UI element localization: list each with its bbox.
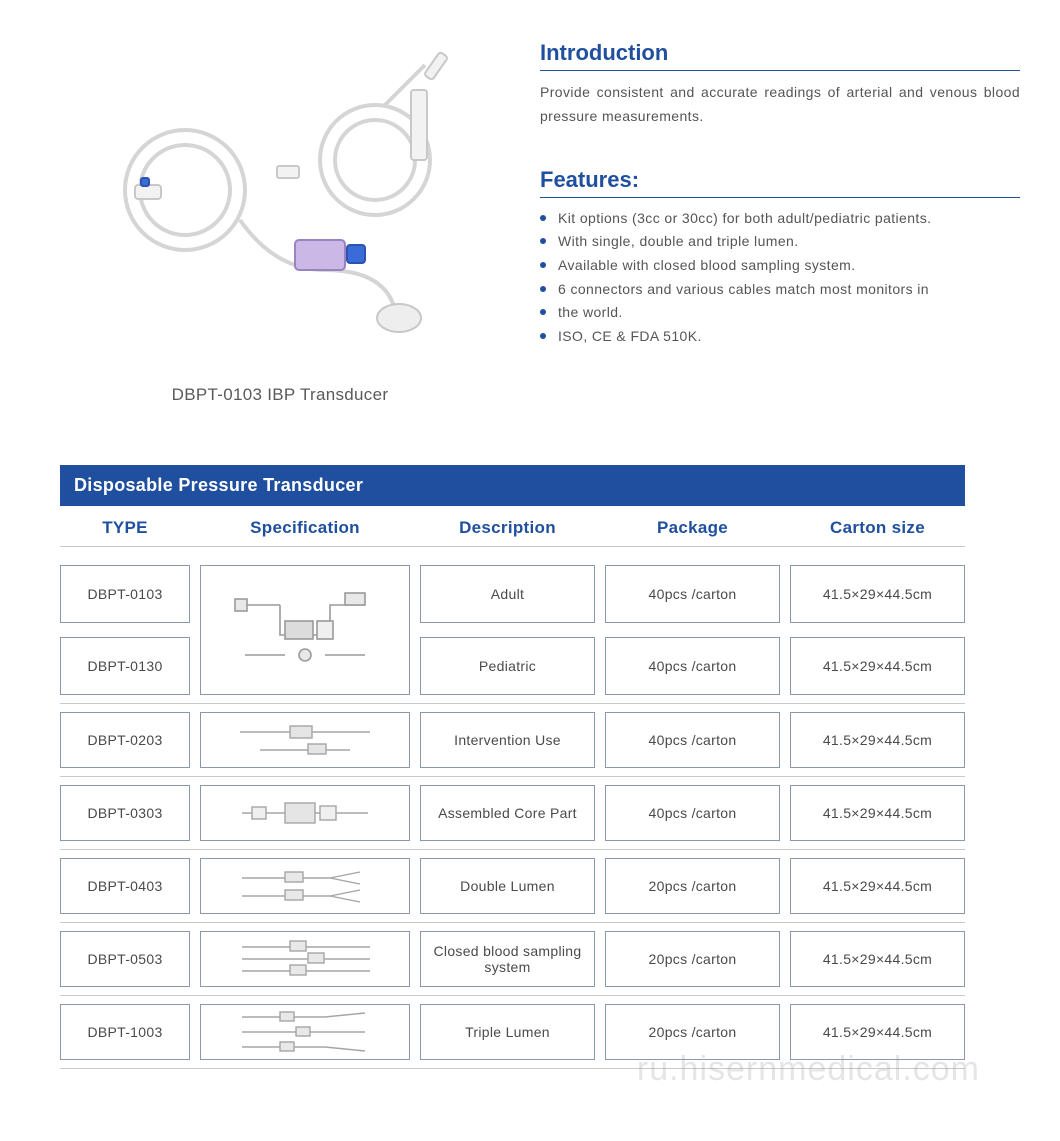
intro-body: Provide consistent and accurate readings…	[540, 81, 1020, 129]
cell-type: DBPT-0130	[60, 637, 190, 695]
cell-package: 40pcs /carton	[605, 712, 780, 768]
product-caption: DBPT-0103 IBP Transducer	[60, 385, 500, 405]
cell-description: Closed blood sampling system	[420, 931, 595, 987]
cell-description: Double Lumen	[420, 858, 595, 914]
cell-type: DBPT-0103	[60, 565, 190, 623]
cell-carton: 41.5×29×44.5cm	[790, 712, 965, 768]
cell-spec	[200, 931, 410, 987]
feature-item: 6 connectors and various cables match mo…	[540, 279, 1020, 301]
cell-carton: 41.5×29×44.5cm	[790, 858, 965, 914]
col-header-carton: Carton size	[790, 518, 965, 538]
table-row: DBPT-0203 Intervention Use 40pcs /carton…	[60, 704, 965, 777]
cell-carton: 41.5×29×44.5cm	[790, 565, 965, 623]
cell-spec-shared	[200, 565, 410, 695]
table-row: DBPT-0303 Assembled Core Part 40pcs /car…	[60, 777, 965, 850]
cell-type: DBPT-0403	[60, 858, 190, 914]
cell-package: 40pcs /carton	[605, 565, 780, 623]
table-row: DBPT-0503 Closed blood sampling system 2…	[60, 923, 965, 996]
cell-type: DBPT-1003	[60, 1004, 190, 1060]
spec-diagram-icon	[225, 575, 385, 685]
col-header-specification: Specification	[200, 518, 410, 538]
cell-type: DBPT-0303	[60, 785, 190, 841]
product-illustration	[75, 40, 485, 360]
cell-spec	[200, 785, 410, 841]
cell-description: Pediatric	[420, 637, 595, 695]
text-column: Introduction Provide consistent and accu…	[540, 30, 1020, 405]
cell-description: Triple Lumen	[420, 1004, 595, 1060]
table-header-row: TYPE Specification Description Package C…	[60, 506, 965, 547]
feature-item: Available with closed blood sampling sys…	[540, 255, 1020, 277]
table-row: DBPT-1003 Triple Lumen 20pcs /carton 41.…	[60, 996, 965, 1069]
cell-package: 40pcs /carton	[605, 785, 780, 841]
cell-carton: 41.5×29×44.5cm	[790, 931, 965, 987]
cell-carton: 41.5×29×44.5cm	[790, 785, 965, 841]
cell-package: 20pcs /carton	[605, 858, 780, 914]
table-body: DBPT-0103 DBPT-0130 Adult	[60, 557, 965, 1069]
spec-diagram-icon	[230, 720, 380, 760]
feature-item: Kit options (3cc or 30cc) for both adult…	[540, 208, 1020, 230]
cell-description: Adult	[420, 565, 595, 623]
col-header-type: TYPE	[60, 518, 190, 538]
cell-description: Intervention Use	[420, 712, 595, 768]
cell-carton: 41.5×29×44.5cm	[790, 1004, 965, 1060]
table-title: Disposable Pressure Transducer	[60, 465, 965, 506]
features-title: Features:	[540, 167, 1020, 198]
cell-package: 40pcs /carton	[605, 637, 780, 695]
cell-carton: 41.5×29×44.5cm	[790, 637, 965, 695]
spec-diagram-icon	[230, 864, 380, 908]
table-row: DBPT-0403 Double Lumen 20pcs /carton 41.…	[60, 850, 965, 923]
cell-type: DBPT-0503	[60, 931, 190, 987]
cell-type: DBPT-0203	[60, 712, 190, 768]
cell-spec	[200, 858, 410, 914]
table-row-group: DBPT-0103 DBPT-0130 Adult	[60, 557, 965, 704]
cell-spec	[200, 1004, 410, 1060]
feature-item: ISO, CE & FDA 510K.	[540, 326, 1020, 348]
spec-diagram-icon	[230, 935, 380, 983]
col-header-package: Package	[605, 518, 780, 538]
feature-item: the world.	[540, 302, 1020, 324]
spec-diagram-icon	[230, 793, 380, 833]
col-header-description: Description	[420, 518, 595, 538]
product-table: Disposable Pressure Transducer TYPE Spec…	[60, 465, 965, 1069]
product-image-column: DBPT-0103 IBP Transducer	[60, 30, 500, 405]
intro-title: Introduction	[540, 40, 1020, 71]
cell-package: 20pcs /carton	[605, 1004, 780, 1060]
cell-package: 20pcs /carton	[605, 931, 780, 987]
features-list: Kit options (3cc or 30cc) for both adult…	[540, 208, 1020, 348]
top-section: DBPT-0103 IBP Transducer Introduction Pr…	[60, 30, 1020, 405]
cell-spec	[200, 712, 410, 768]
cell-description: Assembled Core Part	[420, 785, 595, 841]
feature-item: With single, double and triple lumen.	[540, 231, 1020, 253]
spec-diagram-icon	[230, 1007, 380, 1057]
